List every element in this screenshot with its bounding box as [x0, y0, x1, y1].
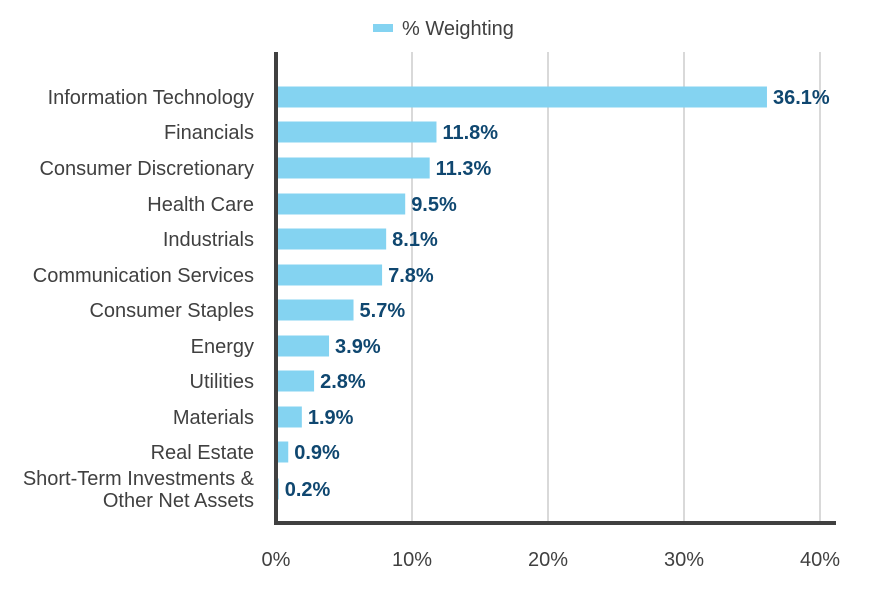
bar: [276, 335, 330, 357]
category-label: Consumer Discretionary: [39, 158, 254, 180]
bar: [276, 193, 406, 215]
bar: [276, 370, 315, 392]
category-label: Health Care: [147, 194, 254, 216]
data-label: 11.8%: [442, 122, 498, 144]
data-label: 36.1%: [773, 87, 830, 109]
data-label: 11.3%: [436, 158, 492, 180]
data-label: 0.2%: [285, 479, 331, 501]
x-tick-label: 30%: [664, 549, 704, 571]
data-label: 2.8%: [320, 371, 366, 393]
x-tick-label: 10%: [392, 549, 432, 571]
bar: [276, 157, 430, 179]
category-label: Utilities: [190, 371, 254, 393]
legend: % Weighting: [373, 18, 514, 40]
axes: [274, 52, 836, 525]
category-labels: Information Technology Financials Consumer…: [23, 87, 255, 512]
bar: [276, 228, 387, 250]
data-label: 0.9%: [294, 442, 340, 464]
category-label: Consumer Staples: [89, 300, 254, 322]
category-label: Real Estate: [151, 442, 254, 464]
x-tick-label: 0%: [262, 549, 291, 571]
bar: [276, 264, 383, 286]
bar: [276, 441, 289, 463]
legend-swatch: [373, 24, 393, 32]
bar: [276, 121, 437, 143]
bar: [276, 406, 302, 428]
category-label: Information Technology: [48, 87, 254, 109]
value-labels: 36.1% 11.8% 11.3% 9.5% 8.1% 7.8% 5.7% 3.9% 2.8% 1…: [285, 87, 830, 501]
data-label: 9.5%: [411, 194, 457, 216]
gridlines: [411, 52, 821, 523]
category-label: Communication Services: [33, 265, 254, 287]
data-label: 3.9%: [335, 336, 381, 358]
bar: [276, 299, 354, 321]
category-label: Financials: [164, 122, 254, 144]
data-label: 8.1%: [392, 229, 438, 251]
x-tick-label: 40%: [800, 549, 840, 571]
x-tick-label: 20%: [528, 549, 568, 571]
data-label: 7.8%: [388, 265, 434, 287]
category-label: Industrials: [163, 229, 254, 251]
legend-label: % Weighting: [402, 18, 514, 40]
data-label: 5.7%: [360, 300, 406, 322]
category-label: Short-Term Investments &: [23, 468, 255, 490]
x-tick-labels: 0% 10% 20% 30% 40%: [262, 549, 841, 571]
category-label: Other Net Assets: [103, 490, 254, 512]
category-label: Materials: [173, 407, 254, 429]
category-label: Energy: [191, 336, 254, 358]
bar: [276, 86, 767, 108]
bars: [276, 86, 767, 500]
data-label: 1.9%: [308, 407, 354, 429]
